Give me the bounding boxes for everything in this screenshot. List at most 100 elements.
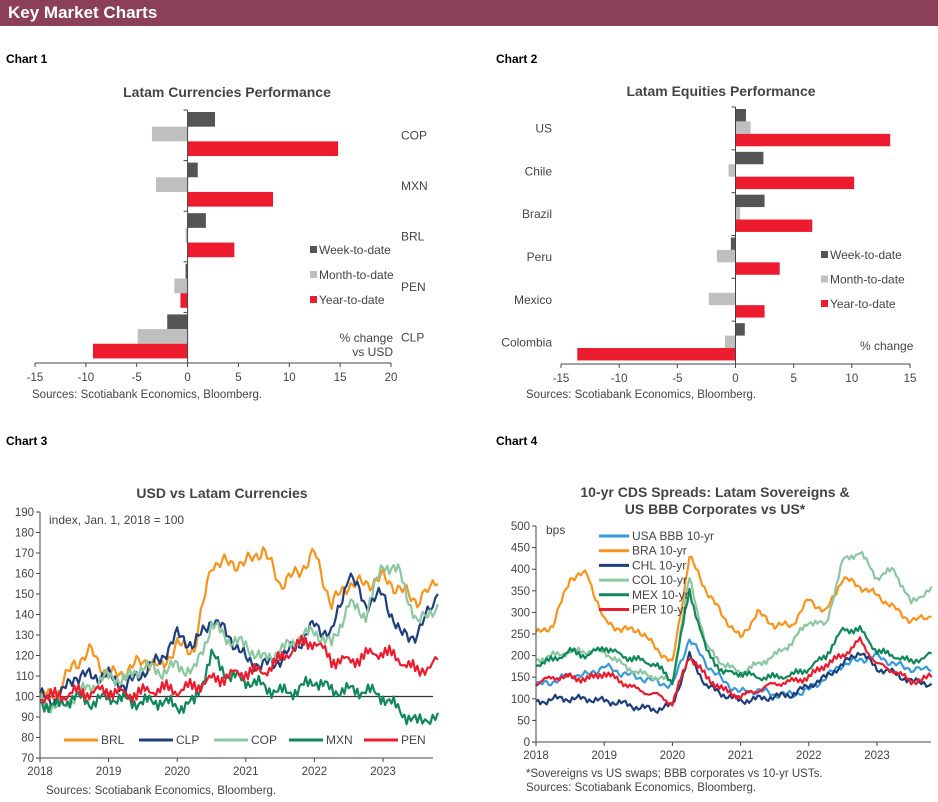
x-tick-label: 2020 [164,766,190,778]
legend-label: COL 10-yr [632,573,687,587]
legend-swatch [310,246,317,253]
legend-label: CHL 10-yr [632,558,686,572]
x-tick-label: 2021 [728,750,754,762]
legend-label: Month-to-date [319,268,394,282]
legend-swatch [310,271,317,278]
chart-4-label: Chart 4 [496,434,538,448]
y-tick-label: 400 [511,564,530,576]
bar-mexico-2 [735,305,765,318]
y-tick-label: 170 [15,548,34,560]
y-tick-label: 200 [511,651,530,663]
x-tick-label: 2022 [302,766,328,778]
section-title: Key Market Charts [8,3,158,22]
y-tick-label: 150 [511,672,530,684]
bar-mxn-2 [187,191,274,207]
y-tick-label: 100 [15,692,34,704]
bar-cop-2 [187,141,339,157]
chart-title: Latam Equities Performance [626,83,815,99]
y-tick-label: 160 [15,569,34,581]
x-tick-label: -10 [78,372,95,384]
legend-label: CLP [176,733,199,747]
y-tick-label: 100 [511,694,530,706]
y-tick-label: 80 [21,733,34,745]
x-tick-label: 2023 [370,766,396,778]
bar-colombia-0 [735,323,745,336]
y-tick-label: 500 [511,521,530,533]
series-line-mex [535,587,932,686]
y-tick-label: 0 [524,737,530,749]
x-tick-label: 15 [334,372,347,384]
legend-label: Month-to-date [830,273,905,287]
legend-label: MXN [326,733,353,747]
bar-brl-0 [187,213,206,228]
bar-clp-0 [167,314,188,330]
bar-brazil-0 [735,194,765,208]
x-tick-label: 2021 [233,766,259,778]
x-tick-label: 2023 [864,750,890,762]
units-note: vs USD [352,345,393,359]
bar-pen-2 [180,293,188,308]
x-tick-label: 2020 [660,750,686,762]
x-tick-label: -15 [553,373,570,385]
source-note: Sources: Scotiabank Economics, Bloomberg… [32,389,262,401]
x-tick-label: 2018 [523,750,549,762]
x-tick-label: -10 [611,373,628,385]
series-line-usa [535,638,932,699]
series-line-per [535,636,933,707]
bar-pen-1 [174,278,188,294]
bar-brl-1 [185,227,188,243]
legend-label: BRA 10-yr [632,544,687,558]
x-tick-label: 2019 [591,750,617,762]
chart-title: USD vs Latam Currencies [136,485,307,501]
bar-mexico-1 [708,292,736,306]
x-tick-label: 2019 [96,766,122,778]
chart-2-label: Chart 2 [496,52,538,66]
legend-label: USA BBB 10-yr [632,529,714,543]
bar-peru-0 [730,237,736,250]
bar-brazil-2 [735,219,813,232]
bar-us-2 [735,133,891,147]
bar-brazil-1 [735,207,741,220]
legend-label: PER 10-yr [632,603,687,617]
y-tick-label: 450 [511,543,530,555]
category-label: Mexico [514,293,552,307]
bar-colombia-2 [577,348,736,361]
category-label: PEN [401,280,426,294]
bar-peru-1 [716,249,736,263]
legend-label: MEX 10-yr [632,588,689,602]
legend-label: Year-to-date [319,293,385,307]
y-tick-label: 300 [511,607,530,619]
bar-peru-2 [735,262,780,275]
chart-title: Latam Currencies Performance [123,84,331,100]
bar-cop-0 [187,112,216,127]
bar-mxn-0 [187,162,198,178]
y-tick-label: 130 [15,630,34,642]
units-note: % change [340,331,394,345]
bar-chile-1 [728,164,736,177]
units-label: index, Jan. 1, 2018 = 100 [49,513,184,527]
y-tick-label: 50 [517,715,530,727]
x-tick-label: 2022 [796,750,822,762]
legend-swatch [821,251,828,258]
category-label: COP [401,128,427,142]
category-label: Brazil [522,207,552,221]
legend-swatch [821,300,828,307]
legend-label: BRL [101,733,125,747]
section-header: Key Market Charts [0,0,938,26]
chart-title: 10-yr CDS Spreads: Latam Sovereigns & [580,484,849,500]
category-label: Peru [527,250,552,264]
legend-label: Week-to-date [830,248,902,262]
x-tick-label: 0 [184,372,190,384]
bar-chile-2 [735,176,855,190]
bar-colombia-1 [725,335,736,349]
y-tick-label: 250 [511,629,530,641]
units-note: % change [860,339,914,353]
bar-clp-2 [92,343,188,359]
y-tick-label: 120 [15,651,34,663]
y-tick-label: 90 [21,712,34,724]
chart-1-label: Chart 1 [6,52,48,66]
series-line-bra [535,555,932,663]
legend-swatch [310,296,317,303]
x-tick-label: 2018 [27,766,53,778]
